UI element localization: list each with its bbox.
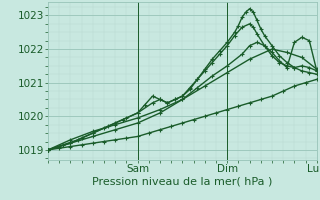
X-axis label: Pression niveau de la mer( hPa ): Pression niveau de la mer( hPa ) [92, 177, 273, 187]
